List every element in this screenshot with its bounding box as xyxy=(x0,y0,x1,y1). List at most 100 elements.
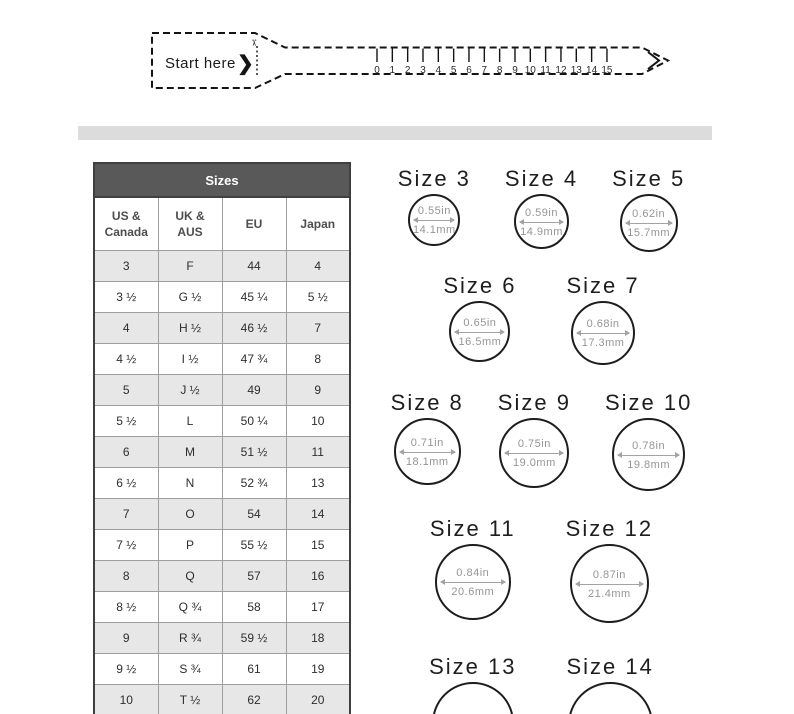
diameter-arrow xyxy=(504,450,565,456)
ring-size-diagram: Size 5 0.62in 15.7mm xyxy=(612,166,685,252)
ring-diameter-diagrams: Size 3 0.55in 14.1mm Size 4 0.59in 14.9mm Size… xyxy=(373,0,710,714)
ring-size-title: Size 13 xyxy=(429,654,517,679)
diameter-arrow xyxy=(413,217,456,223)
ring-size-title: Size 3 xyxy=(397,166,471,191)
table-cell: 19 xyxy=(285,653,351,685)
sizer-cut-outline xyxy=(151,32,671,89)
table-cell: F xyxy=(157,250,223,282)
ruler-tick-label: 0 xyxy=(374,65,380,76)
column-header-line: US & xyxy=(111,208,141,223)
diameter-mm-label: 20.6mm xyxy=(451,586,495,598)
diameter-arrow xyxy=(519,218,564,225)
table-row: 6 ½ N 52 ¾ 13 xyxy=(93,467,351,499)
ring-size-title: Size 10 xyxy=(604,390,693,415)
diameter-inches-label: 0.68in xyxy=(586,318,620,330)
table-cell: 46 ½ xyxy=(221,312,287,344)
table-cell: 51 ½ xyxy=(221,436,287,468)
table-cell: 5 ½ xyxy=(93,405,159,437)
table-cell: 6 ½ xyxy=(93,467,159,499)
diameter-arrow xyxy=(617,451,681,458)
column-header-line: UK & xyxy=(175,208,205,223)
table-title: Sizes xyxy=(94,163,350,198)
section-divider xyxy=(78,126,712,140)
ring-size-diagram: Size 10 0.78in 19.8mm xyxy=(605,390,692,491)
ring-row: Size 11 0.84in 20.6mm Size 12 0.87in 21.4mm xyxy=(373,516,710,623)
diameter-arrow xyxy=(439,579,506,585)
ring-size-title: Size 8 xyxy=(390,390,464,415)
ring-circle: 0.75in 19.0mm xyxy=(499,418,570,488)
ring-size-title: Size 4 xyxy=(504,166,579,191)
ring-size-title: Size 11 xyxy=(429,516,516,541)
table-cell: 47 ¾ xyxy=(221,343,287,375)
ring-circle: 0.65in 16.5mm xyxy=(449,301,511,362)
table-cell: 55 ½ xyxy=(221,529,287,561)
table-cell: O xyxy=(157,498,223,530)
table-cell: 14 xyxy=(285,498,351,530)
table-row: 8 Q 57 16 xyxy=(93,560,351,592)
ruler-tick-label: 1 xyxy=(390,65,396,76)
ruler-tick-label: 10 xyxy=(525,65,537,76)
column-header: Japan xyxy=(285,196,351,251)
diameter-arrow xyxy=(574,580,644,587)
ring-circle: 0.84in 20.6mm xyxy=(434,544,511,620)
ring-size-diagram: Size 13 xyxy=(429,654,516,714)
table-cell: 15 xyxy=(285,529,351,561)
table-cell: 9 ½ xyxy=(93,653,159,685)
table-cell: 10 xyxy=(285,405,351,437)
ruler-tick-label: 12 xyxy=(555,65,567,76)
ring-circle: 0.59in 14.9mm xyxy=(514,194,569,249)
scissors-icon: ✂ xyxy=(249,39,259,47)
table-cell: 16 xyxy=(285,560,351,592)
ruler-tick-label: 8 xyxy=(497,65,503,76)
table-cell: 8 xyxy=(93,560,159,592)
table-cell: 10 xyxy=(93,684,159,714)
table-cell: H ½ xyxy=(157,312,223,344)
paper-ring-sizer: ✂ Start here ❯ 0 1 2 3 4 5 6 7 8 9 10 11 12 13 14 15 xyxy=(151,32,671,89)
table-cell: N xyxy=(157,467,223,499)
table-cell: 45 ¼ xyxy=(221,281,287,313)
ring-size-diagram: Size 11 0.84in 20.6mm xyxy=(430,516,516,620)
diameter-mm-label: 19.0mm xyxy=(513,457,556,469)
table-cell: 8 ½ xyxy=(93,591,159,623)
table-cell: 5 xyxy=(93,374,159,406)
table-cell: 8 xyxy=(285,343,351,375)
ring-size-title: Size 5 xyxy=(612,166,686,191)
table-cell: M xyxy=(157,436,223,468)
ruler-tick-label: 5 xyxy=(451,65,457,76)
diameter-mm-label: 15.7mm xyxy=(627,227,671,239)
ring-size-diagram: Size 4 0.59in 14.9mm xyxy=(505,166,578,249)
table-cell: 4 ½ xyxy=(93,343,159,375)
diameter-inches-label: 0.71in xyxy=(410,436,444,449)
ring-circle: 0.68in 17.3mm xyxy=(571,301,636,365)
table-cell: 4 xyxy=(93,312,159,344)
table-cell: 49 xyxy=(221,374,287,406)
ring-circle: 0.62in 15.7mm xyxy=(619,194,678,252)
sizer-tip-chevron xyxy=(647,51,661,70)
start-here-chevron-icon: ❯ xyxy=(237,53,254,76)
ring-size-diagram: Size 14 xyxy=(567,654,654,714)
table-cell: 11 xyxy=(285,436,351,468)
table-cell: 9 xyxy=(93,622,159,654)
table-cell: 59 ½ xyxy=(221,622,287,654)
diameter-mm-label: 16.5mm xyxy=(458,335,502,348)
diameter-inches-label: 0.59in xyxy=(525,206,558,219)
table-cell: 9 xyxy=(285,374,351,406)
ring-row: Size 13 Size 14 xyxy=(373,654,710,714)
table-cell: 18 xyxy=(285,622,351,654)
diameter-inches-label: 0.55in xyxy=(417,205,451,217)
diameter-mm-label: 21.4mm xyxy=(587,587,631,600)
diameter-inches-label: 0.84in xyxy=(456,567,490,579)
ring-row: Size 3 0.55in 14.1mm Size 4 0.59in 14.9mm Size… xyxy=(373,166,710,252)
table-cell: 62 xyxy=(221,684,287,714)
table-cell: 61 xyxy=(221,653,287,685)
table-cell: 57 xyxy=(221,560,287,592)
table-cell: R ¾ xyxy=(157,622,223,654)
table-cell: 5 ½ xyxy=(285,281,351,313)
ring-size-title: Size 7 xyxy=(566,273,640,298)
table-row: 5 ½ L 50 ¼ 10 xyxy=(93,405,351,437)
table-cell: 50 ¼ xyxy=(221,405,287,437)
column-header: EU xyxy=(221,196,287,251)
